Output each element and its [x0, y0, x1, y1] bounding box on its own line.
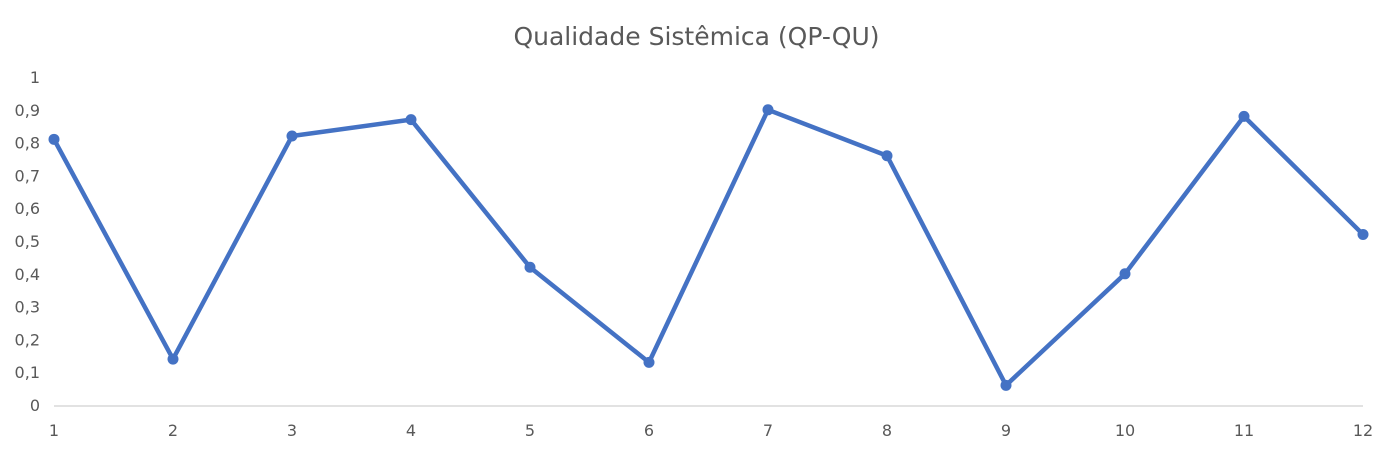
y-tick-label: 0,2: [15, 330, 40, 349]
x-tick-label: 11: [1234, 421, 1254, 440]
y-tick-label: 0,6: [15, 199, 40, 218]
x-tick-label: 4: [406, 421, 416, 440]
data-point-marker: [405, 114, 417, 126]
x-tick-label: 2: [168, 421, 178, 440]
data-point-marker: [1119, 268, 1131, 280]
x-tick-label: 3: [287, 421, 297, 440]
data-point-marker: [1000, 379, 1012, 391]
data-point-marker: [524, 261, 536, 273]
data-point-marker: [1357, 228, 1369, 240]
y-tick-label: 0,1: [15, 363, 40, 382]
data-point-marker: [1238, 110, 1250, 122]
x-tick-label: 7: [763, 421, 773, 440]
y-tick-label: 0,7: [15, 166, 40, 185]
y-tick-label: 0,3: [15, 298, 40, 317]
series-line: [51, 107, 1366, 388]
data-point-marker: [286, 130, 298, 142]
y-tick-label: 0,5: [15, 232, 40, 251]
y-tick-label: 0: [30, 396, 40, 415]
data-point-marker: [48, 133, 60, 145]
x-tick-label: 12: [1353, 421, 1373, 440]
x-tick-label: 8: [882, 421, 892, 440]
x-tick-label: 9: [1001, 421, 1011, 440]
x-axis-tick-labels: 1 2 3 4 5 6 7 8 9 10 11 12: [49, 421, 1373, 440]
x-tick-label: 1: [49, 421, 59, 440]
x-tick-label: 5: [525, 421, 535, 440]
data-point-marker: [167, 353, 179, 365]
y-tick-label: 0,4: [15, 265, 40, 284]
y-tick-label: 1: [30, 68, 40, 87]
chart-title: Qualidade Sistêmica (QP-QU): [513, 22, 880, 51]
x-tick-label: 6: [644, 421, 654, 440]
data-point-marker: [643, 356, 655, 368]
y-tick-label: 0,8: [15, 134, 40, 153]
y-axis-tick-labels: 0 0,1 0,2 0,3 0,4 0,5 0,6 0,7 0,8 0,9 1: [15, 68, 40, 415]
x-tick-label: 10: [1115, 421, 1135, 440]
data-point-marker: [881, 150, 893, 162]
series-group: [48, 104, 1369, 391]
data-point-marker: [762, 104, 774, 116]
y-tick-label: 0,9: [15, 101, 40, 120]
